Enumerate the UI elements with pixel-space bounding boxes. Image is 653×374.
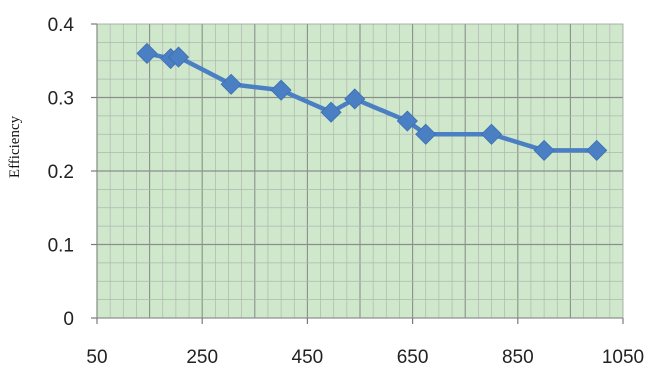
tick-labels: 50 250 450 650 850 1050 0 0.1 0.2 0.3 0.4: [48, 15, 645, 368]
data-point-marker: [136, 42, 158, 64]
x-tick-label: 450: [292, 347, 324, 368]
data-point-marker: [270, 79, 292, 101]
data-point-marker: [415, 123, 437, 145]
data-point-marker: [320, 101, 342, 123]
data-point-marker: [533, 139, 555, 161]
data-point-marker: [344, 88, 366, 110]
y-tick-label: 0.2: [48, 162, 74, 183]
grid: [97, 24, 623, 318]
y-tick-label: 0.3: [48, 89, 74, 110]
x-tick-label: 850: [502, 347, 534, 368]
data-point-marker: [396, 110, 418, 132]
x-tick-label: 250: [186, 347, 218, 368]
series-layer: [136, 42, 608, 161]
data-point-marker: [167, 46, 190, 68]
x-tick-label: 650: [397, 347, 429, 368]
data-point-marker: [586, 139, 608, 161]
y-tick-label: 0.1: [48, 236, 74, 257]
axes: [91, 23, 624, 324]
data-point-marker: [220, 73, 242, 95]
x-tick-label: 50: [86, 347, 107, 368]
y-tick-label: 0: [63, 309, 74, 330]
x-tick-label: 1050: [602, 347, 644, 368]
data-point-marker: [480, 123, 503, 145]
y-tick-label: 0.4: [48, 15, 75, 36]
y-axis-title: Efficiency: [7, 115, 23, 178]
